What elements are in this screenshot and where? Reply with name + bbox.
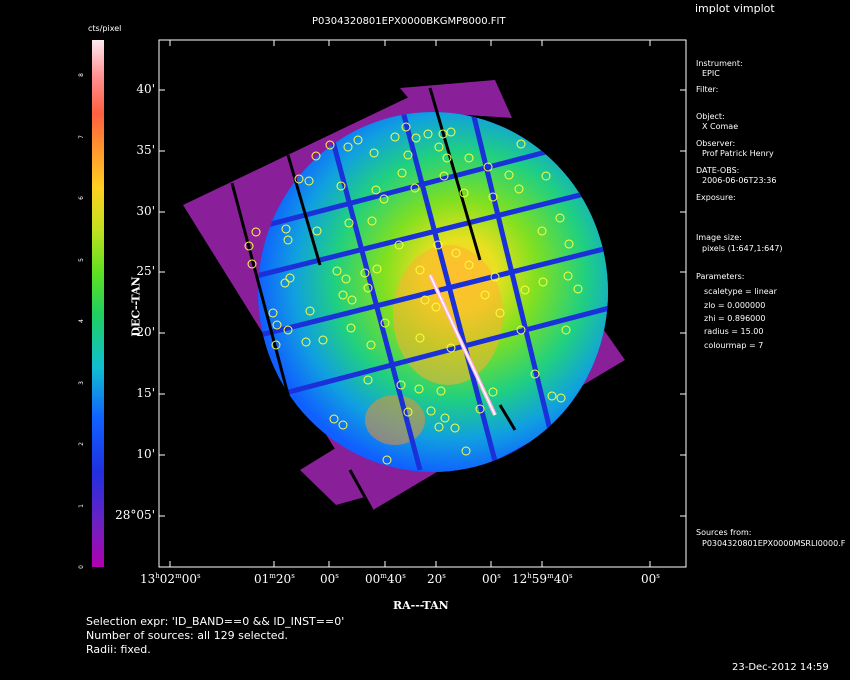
y-tick-label: 35'	[136, 143, 155, 157]
colorbar-unit-label: cts/pixel	[88, 24, 122, 33]
x-tick-label: 00s	[641, 572, 660, 586]
sources-value: P0304320801EPX0000MSRLI0000.F	[702, 539, 846, 548]
observer-label: Observer:	[696, 139, 736, 148]
image-title: P0304320801EPX0000BKGMP8000.FIT	[312, 16, 506, 27]
y-tick-label: 30'	[136, 204, 155, 218]
y-tick-label: 20'	[136, 325, 155, 339]
y-tick-label: 25'	[136, 264, 155, 278]
y-tick-label: 10'	[136, 447, 155, 461]
y-tick-label: 40'	[136, 82, 155, 96]
x-tick-label: 12h59m40s	[512, 572, 573, 586]
sources-label: Sources from:	[696, 528, 752, 537]
object-label: Object:	[696, 112, 725, 121]
x-tick-label: 01m20s	[254, 572, 295, 586]
y-axis-label: DEC--TAN	[129, 276, 143, 337]
radii-info: Radii: fixed.	[86, 643, 151, 656]
footer: Selection expr: 'ID_BAND==0 && ID_INST==…	[86, 615, 344, 657]
filter-label: Filter:	[696, 85, 719, 94]
date-label: DATE-OBS:	[696, 166, 740, 175]
parameters-label: Parameters:	[696, 272, 745, 281]
x-tick-label: 20s	[427, 572, 446, 586]
selection-expression: Selection expr: 'ID_BAND==0 && ID_INST==…	[86, 615, 345, 628]
param-colourmap: colourmap = 7	[704, 341, 764, 350]
object-value: X Comae	[702, 122, 739, 131]
source-circles	[244, 122, 583, 465]
param-radius: radius = 15.00	[704, 327, 764, 336]
image-size-value: pixels (1:647,1:647)	[702, 244, 783, 253]
param-zhi: zhi = 0.896000	[704, 314, 766, 323]
x-tick-label: 13h02m00s	[140, 572, 201, 586]
param-zlo: zlo = 0.000000	[704, 301, 766, 310]
date-value: 2006-06-06T23:36	[702, 176, 777, 185]
x-tick-label: 00s	[482, 572, 501, 586]
number-of-sources: Number of sources: all 129 selected.	[86, 629, 289, 642]
app-title: implot vimplot	[695, 2, 775, 15]
y-tick-label: 28°05'	[115, 508, 155, 522]
observer-value: Prof Patrick Henry	[702, 149, 774, 158]
instrument-label: Instrument:	[696, 59, 743, 68]
x-axis-label: RA---TAN	[393, 599, 449, 612]
colorbar	[92, 40, 104, 567]
image-size-label: Image size:	[696, 233, 742, 242]
instrument-value: EPIC	[702, 69, 720, 78]
param-scaletype: scaletype = linear	[704, 287, 777, 296]
y-tick-label: 15'	[136, 386, 155, 400]
timestamp: 23-Dec-2012 14:59	[732, 662, 829, 673]
x-tick-label: 00s	[320, 572, 339, 586]
x-tick-label: 00m40s	[365, 572, 406, 586]
exposure-label: Exposure:	[696, 193, 736, 202]
